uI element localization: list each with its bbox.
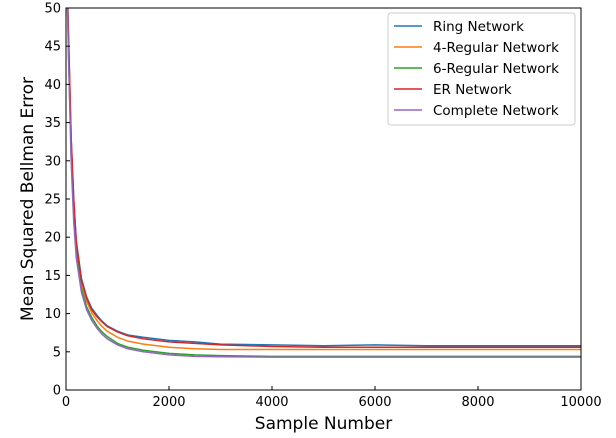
y-tick-label: 40	[44, 78, 61, 93]
y-axis-label: Mean Squared Bellman Error	[18, 77, 38, 321]
x-tick-label: 4000	[255, 395, 288, 410]
y-tick-label: 15	[44, 269, 61, 284]
y-tick-label: 30	[44, 154, 61, 169]
x-tick-label: 10000	[560, 395, 601, 410]
series-line	[67, 8, 581, 348]
legend: Ring Network 4-Regular Network 6-Regular N…	[387, 12, 576, 126]
legend-label: 4-Regular Network	[433, 40, 559, 56]
legend-label: Ring Network	[433, 19, 524, 35]
x-tick-label: 2000	[152, 395, 185, 410]
y-tick-label: 20	[44, 231, 61, 246]
x-tick-label: 6000	[358, 395, 391, 410]
legend-label: Complete Network	[433, 103, 559, 119]
legend-label: 6-Regular Network	[433, 61, 559, 77]
y-tick-label: 0	[53, 384, 61, 399]
y-tick-label: 35	[44, 116, 61, 131]
plot-frame	[65, 7, 582, 391]
y-tick-label: 45	[44, 40, 61, 55]
y-tick-label: 25	[44, 193, 61, 208]
series-lines	[66, 8, 581, 358]
x-axis-label: Sample Number	[255, 414, 392, 434]
y-tick-label: 5	[53, 345, 61, 360]
y-tick-label: 50	[44, 2, 61, 17]
legend-label: ER Network	[433, 82, 512, 98]
series-line	[66, 8, 581, 358]
legend-box	[387, 12, 576, 126]
y-tick-label: 10	[44, 307, 61, 322]
x-tick-label: 8000	[461, 395, 494, 410]
x-tick-label: 0	[62, 395, 70, 410]
